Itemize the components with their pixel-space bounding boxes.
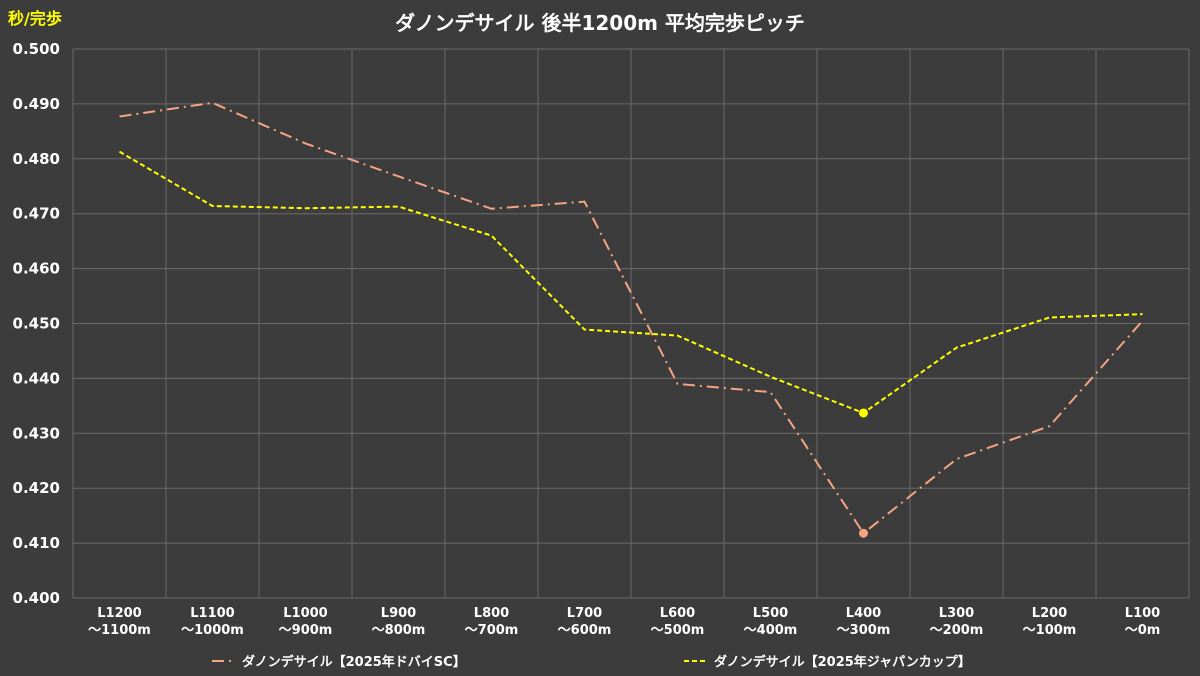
- series-line-2: [118, 150, 1143, 415]
- series-lines: [118, 101, 1144, 538]
- y-tick-label: 0.460: [13, 260, 60, 278]
- legend-label-2: ダノンデサイル【2025年ジャパンカップ】: [714, 654, 971, 670]
- y-axis-unit-label: 秒/完歩: [8, 9, 62, 28]
- y-tick-label: 0.470: [13, 205, 60, 223]
- x-tick-label: L200 〜100m: [1023, 606, 1077, 638]
- legend-label-1: ダノンデサイル【2025年ドバイSC】: [242, 654, 466, 670]
- y-tick-label: 0.400: [13, 589, 60, 607]
- x-tick-label: L1000 〜900m: [279, 606, 333, 638]
- y-tick-label: 0.440: [13, 369, 60, 387]
- series-marker-2: [859, 408, 868, 418]
- x-tick-label: L800 〜700m: [465, 606, 519, 638]
- y-tick-label: 0.450: [13, 315, 60, 333]
- x-axis-ticks: L1200 〜1100m L1100 〜1000m L1000 〜900m L900 〜800…: [88, 606, 1160, 638]
- y-axis-ticks: 0.400 0.410 0.420 0.430 0.440 0.450 0.460 0.470…: [13, 40, 60, 607]
- series-line-1: [119, 101, 1144, 535]
- x-tick-label: L1200 〜1100m: [88, 606, 151, 638]
- y-tick-label: 0.480: [13, 150, 60, 168]
- x-tick-label: L600 〜500m: [651, 606, 705, 638]
- chart-title: ダノンデサイル 後半1200m 平均完歩ピッチ: [395, 11, 805, 35]
- x-tick-label: L900 〜800m: [372, 606, 426, 638]
- y-tick-label: 0.500: [13, 40, 60, 58]
- grid: [72, 48, 1190, 599]
- series-marker-1: [859, 528, 868, 538]
- y-tick-label: 0.430: [13, 424, 60, 442]
- x-tick-label: L100 〜0m: [1125, 606, 1161, 638]
- y-tick-label: 0.490: [13, 95, 60, 113]
- x-tick-label: L1100 〜1000m: [181, 606, 244, 638]
- x-tick-label: L300 〜200m: [930, 606, 984, 638]
- x-tick-label: L400 〜300m: [837, 606, 891, 638]
- legend: ダノンデサイル【2025年ドバイSC】 ダノンデサイル【2025年ジャパンカップ】: [212, 654, 971, 670]
- x-tick-label: L500 〜400m: [744, 606, 798, 638]
- y-tick-label: 0.420: [13, 479, 60, 497]
- x-tick-label: L700 〜600m: [558, 606, 612, 638]
- y-tick-label: 0.410: [13, 534, 60, 552]
